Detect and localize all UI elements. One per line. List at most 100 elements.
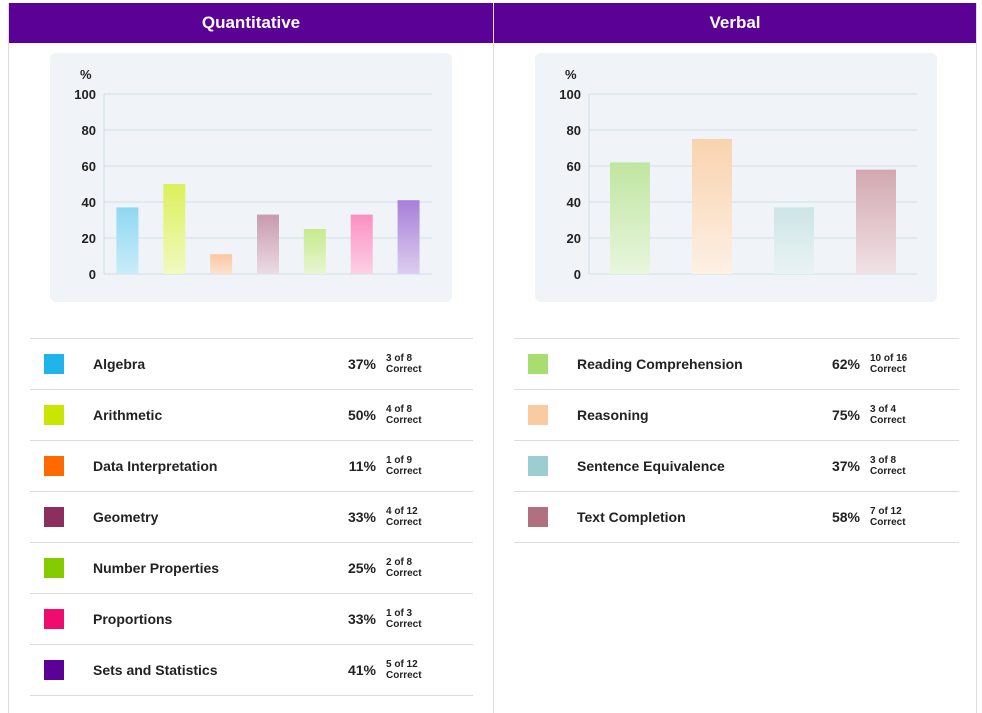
category-name: Algebra	[93, 356, 146, 372]
correct-label: Correct	[870, 466, 906, 477]
quantitative-panel: Quantitative % 0 20 40 60 80 100 Algebra 37% 3 o…	[8, 3, 494, 713]
category-name: Sentence Equivalence	[577, 458, 725, 474]
y-tick-label: 100	[559, 87, 581, 102]
correct-fraction: 4 of 8	[386, 404, 413, 415]
y-tick-label: 80	[82, 123, 96, 138]
legend-row-sets-and-statistics: Sets and Statistics 41% 5 of 12 Correct	[30, 645, 473, 696]
correct-fraction: 7 of 12	[870, 506, 902, 517]
correct-fraction: 10 of 16	[870, 353, 908, 364]
category-correct-count: 4 of 12 Correct	[386, 506, 422, 528]
correct-fraction: 3 of 8	[870, 455, 897, 466]
y-axis-unit-label: %	[565, 67, 577, 82]
category-correct-count: 1 of 9 Correct	[386, 455, 422, 477]
category-percent: 33%	[347, 611, 376, 627]
quantitative-legend: Algebra 37% 3 of 8 Correct Arithmetic 50% 4 of…	[30, 338, 473, 696]
category-name: Reading Comprehension	[577, 356, 743, 372]
category-name: Number Properties	[93, 560, 220, 576]
correct-label: Correct	[870, 517, 906, 528]
category-percent: 75%	[831, 407, 860, 423]
category-name: Sets and Statistics	[93, 662, 218, 678]
category-name: Proportions	[93, 611, 173, 627]
y-tick-label: 60	[567, 159, 581, 174]
correct-fraction: 1 of 3	[386, 608, 413, 619]
verbal-header: Verbal	[494, 3, 976, 43]
bar-sets-and-statistics[interactable]	[397, 200, 420, 274]
category-percent: 37%	[831, 458, 860, 474]
category-correct-count: 3 of 8 Correct	[386, 353, 422, 375]
verbal-chart: % 0 20 40 60 80 100	[535, 53, 937, 302]
bar-proportions[interactable]	[350, 214, 373, 274]
bar-arithmetic[interactable]	[163, 184, 186, 274]
quantitative-chart-svg: % 0 20 40 60 80 100	[74, 67, 432, 282]
correct-fraction: 2 of 8	[386, 557, 413, 568]
category-name: Reasoning	[577, 407, 649, 423]
y-tick-label: 100	[74, 87, 96, 102]
correct-fraction: 1 of 9	[386, 455, 413, 466]
correct-label: Correct	[386, 568, 422, 579]
category-percent: 62%	[831, 356, 860, 372]
legend-swatch	[44, 609, 64, 629]
quantitative-chart: % 0 20 40 60 80 100	[50, 53, 452, 302]
correct-fraction: 5 of 12	[386, 659, 418, 670]
legend-swatch	[528, 456, 548, 476]
category-percent: 50%	[347, 407, 376, 423]
y-tick-label: 40	[82, 195, 96, 210]
bar-data-interpretation[interactable]	[210, 254, 233, 274]
legend-swatch	[44, 456, 64, 476]
verbal-panel: Verbal % 0 20 40 60 80 100 Reading Comprehensi…	[493, 3, 977, 713]
category-correct-count: 2 of 8 Correct	[386, 557, 422, 579]
correct-fraction: 3 of 8	[386, 353, 413, 364]
legend-row-sentence-equivalence: Sentence Equivalence 37% 3 of 8 Correct	[514, 441, 959, 492]
y-tick-label: 20	[82, 231, 96, 246]
y-tick-label: 0	[89, 267, 96, 282]
category-correct-count: 5 of 12 Correct	[386, 659, 422, 681]
legend-swatch	[44, 354, 64, 374]
category-correct-count: 7 of 12 Correct	[870, 506, 906, 528]
correct-label: Correct	[386, 364, 422, 375]
legend-swatch	[44, 507, 64, 527]
correct-fraction: 4 of 12	[386, 506, 418, 517]
legend-row-algebra: Algebra 37% 3 of 8 Correct	[30, 339, 473, 390]
correct-label: Correct	[386, 619, 422, 630]
correct-label: Correct	[386, 670, 422, 681]
y-axis-unit-label: %	[80, 67, 92, 82]
legend-row-data-interpretation: Data Interpretation 11% 1 of 9 Correct	[30, 441, 473, 492]
category-percent: 41%	[347, 662, 376, 678]
legend-row-arithmetic: Arithmetic 50% 4 of 8 Correct	[30, 390, 473, 441]
correct-label: Correct	[386, 466, 422, 477]
legend-swatch	[528, 507, 548, 527]
y-tick-label: 0	[574, 267, 581, 282]
category-name: Geometry	[93, 509, 159, 525]
legend-swatch	[44, 558, 64, 578]
category-percent: 33%	[347, 509, 376, 525]
correct-label: Correct	[870, 364, 906, 375]
quantitative-header: Quantitative	[9, 3, 493, 43]
bar-number-properties[interactable]	[303, 229, 326, 274]
bar-sentence-equivalence[interactable]	[774, 207, 814, 274]
legend-row-text-completion: Text Completion 58% 7 of 12 Correct	[514, 492, 959, 543]
bar-text-completion[interactable]	[856, 169, 896, 274]
category-correct-count: 10 of 16 Correct	[870, 353, 907, 375]
bar-algebra[interactable]	[116, 207, 139, 274]
legend-row-number-properties: Number Properties 25% 2 of 8 Correct	[30, 543, 473, 594]
y-tick-label: 60	[82, 159, 96, 174]
category-percent: 58%	[831, 509, 860, 525]
category-name: Text Completion	[577, 509, 686, 525]
bar-geometry[interactable]	[257, 214, 279, 274]
correct-fraction: 3 of 4	[870, 404, 897, 415]
bar-reasoning[interactable]	[692, 139, 732, 274]
category-correct-count: 4 of 8 Correct	[386, 404, 422, 426]
legend-swatch	[44, 405, 64, 425]
category-percent: 37%	[347, 356, 376, 372]
legend-swatch	[528, 354, 548, 374]
category-name: Arithmetic	[93, 407, 163, 423]
bar-reading-comprehension[interactable]	[610, 162, 650, 274]
legend-row-proportions: Proportions 33% 1 of 3 Correct	[30, 594, 473, 645]
legend-swatch	[44, 660, 64, 680]
category-name: Data Interpretation	[93, 458, 218, 474]
y-tick-label: 80	[567, 123, 581, 138]
category-correct-count: 1 of 3 Correct	[386, 608, 422, 630]
verbal-legend: Reading Comprehension 62% 10 of 16 Correct R…	[514, 338, 959, 543]
correct-label: Correct	[386, 415, 422, 426]
correct-label: Correct	[386, 517, 422, 528]
